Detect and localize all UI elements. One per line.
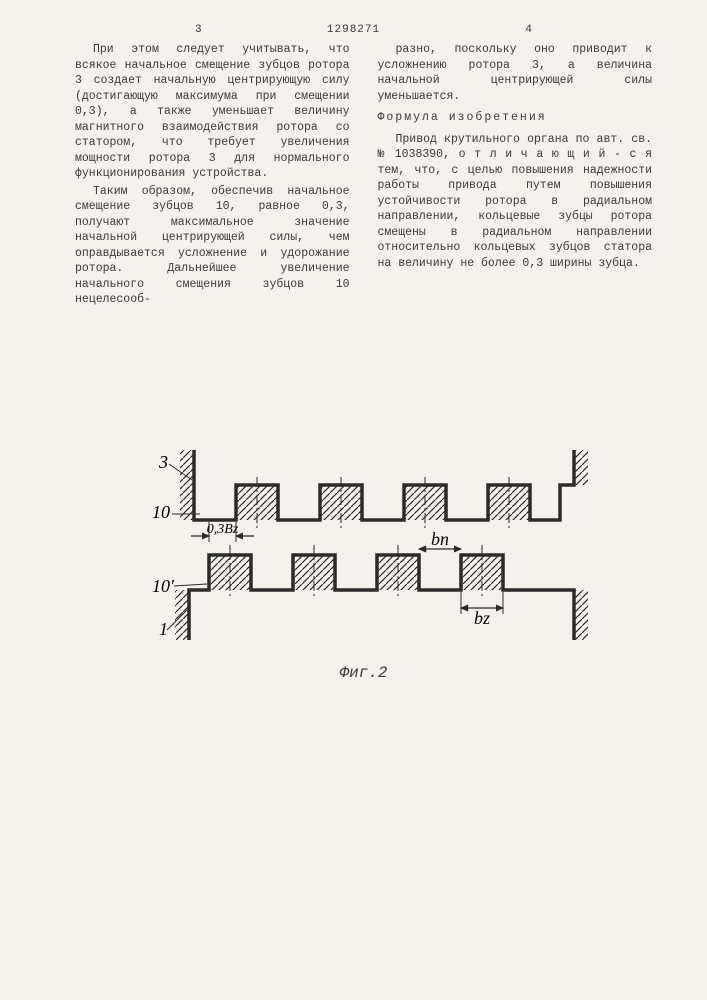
text-columns: При этом следует учитывать, что всякое н… (75, 42, 652, 310)
svg-text:1: 1 (159, 619, 168, 639)
svg-text:10: 10 (152, 502, 170, 522)
svg-text:bп: bп (431, 529, 449, 549)
left-p1: При этом следует учитывать, что всякое н… (75, 42, 350, 182)
left-column: При этом следует учитывать, что всякое н… (75, 42, 350, 310)
svg-text:0,3Bz: 0,3Bz (206, 522, 238, 537)
right-column: разно, поскольку оно приводит к усложнен… (378, 42, 653, 310)
formula-title: Формула изобретения (378, 110, 653, 126)
figure-2: 0,3Bz bп bz 3 10 10' 1 Фиг.2 (75, 430, 652, 682)
left-p2: Таким образом, обеспечив начальное смеще… (75, 184, 350, 308)
page-num-left: 3 (195, 24, 202, 36)
svg-text:10': 10' (152, 576, 175, 596)
right-p1: разно, поскольку оно приводит к усложнен… (378, 42, 653, 104)
figure-svg: 0,3Bz bп bz 3 10 10' 1 (134, 430, 594, 660)
patent-number: 1298271 (327, 24, 380, 36)
page-num-right: 4 (525, 24, 532, 36)
figure-caption: Фиг.2 (75, 664, 652, 682)
svg-text:3: 3 (158, 452, 168, 472)
svg-text:bz: bz (473, 608, 489, 628)
right-p2: Привод крутильного органа по авт. св. № … (378, 132, 653, 272)
